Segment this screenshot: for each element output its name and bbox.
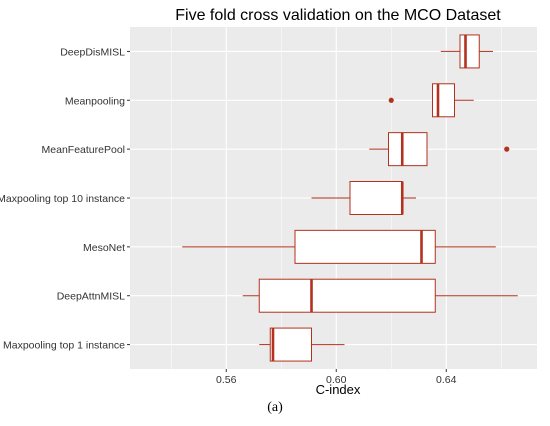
iqr-box (294, 229, 436, 264)
x-axis-label: C-index (316, 382, 361, 397)
iqr-box (258, 278, 436, 313)
figure-caption: (a) (267, 400, 283, 415)
x-tick-label: 0.64 (436, 374, 457, 386)
x-tick-label: 0.56 (216, 374, 237, 386)
box-1 (388, 83, 474, 118)
iqr-box (432, 83, 455, 118)
box-3 (311, 181, 416, 215)
category-label: MeanFeaturePool (42, 144, 125, 156)
category-label: DeepAttnMISL (57, 291, 125, 303)
outlier-point (388, 97, 394, 103)
iqr-box (349, 181, 403, 215)
iqr-box (459, 34, 480, 69)
box-2 (369, 132, 510, 167)
box-4 (182, 229, 496, 264)
x-tick-labels: 0.56 0.60 0.64 (216, 369, 457, 386)
category-label: Meanpooling (65, 95, 125, 107)
category-label: DeepDisMISL (60, 46, 125, 58)
category-label: Maxpooling top 10 instance (0, 193, 125, 205)
box-5 (242, 278, 518, 313)
iqr-box (388, 132, 428, 167)
box-series (182, 34, 518, 362)
iqr-box (269, 327, 312, 362)
box-0 (440, 34, 493, 69)
category-labels: DeepDisMISL Meanpooling MeanFeaturePool Max… (0, 46, 130, 352)
box-6 (259, 327, 345, 362)
outlier-point (504, 146, 510, 152)
chart-title: Five fold cross validation on the MCO Da… (175, 7, 501, 24)
category-label: MesoNet (83, 242, 125, 254)
category-label: Maxpooling top 1 instance (3, 340, 125, 352)
x-tick-label: 0.60 (326, 374, 347, 386)
